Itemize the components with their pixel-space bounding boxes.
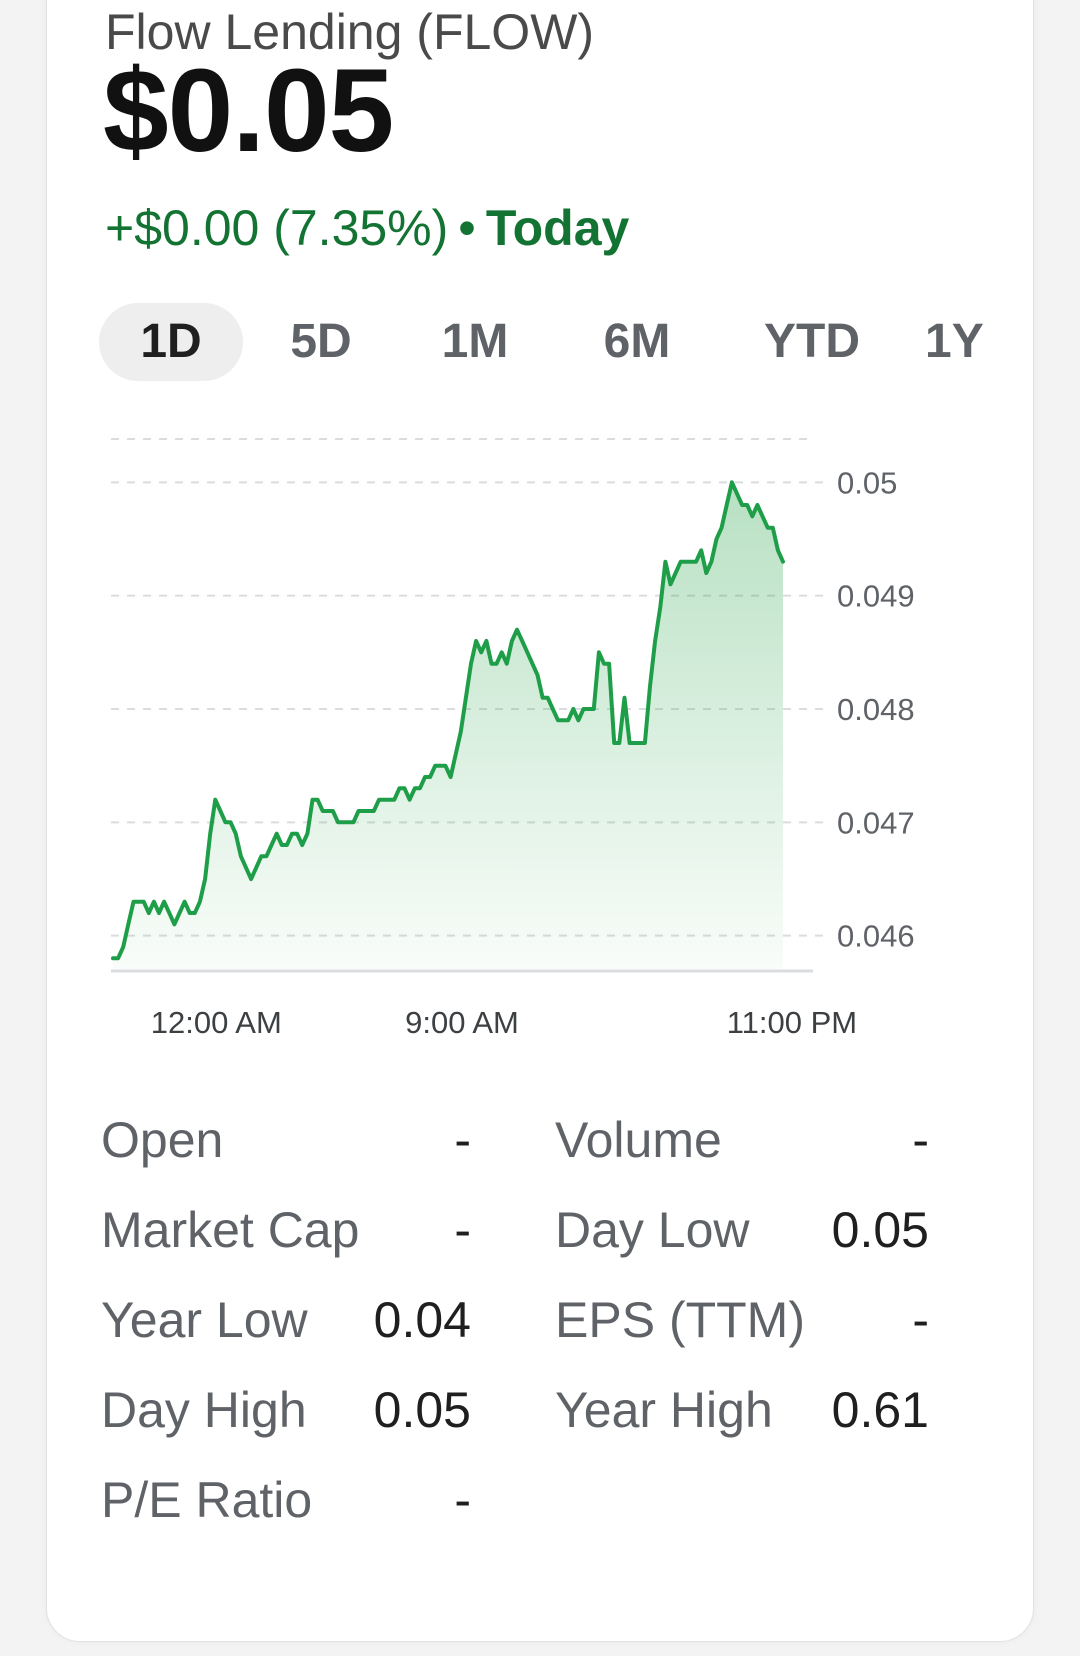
stat-year-high-value: 0.61 (831, 1382, 929, 1438)
chart-area-fill (113, 482, 783, 969)
stat-year-high-label: Year High (555, 1382, 773, 1438)
stat-market-cap-value: - (454, 1202, 471, 1258)
change-period: Today (485, 200, 630, 256)
asset-title: Flow Lending (FLOW) (105, 4, 595, 60)
stat-pe-ratio-value: - (454, 1472, 471, 1528)
stat-year-low-label: Year Low (101, 1292, 308, 1348)
stat-day-low-label: Day Low (555, 1202, 750, 1258)
tab-1d[interactable]: 1D (99, 303, 243, 381)
x-tick-label: 9:00 AM (405, 1005, 519, 1040)
range-tabs: 1D 5D 1M 6M YTD 1Y (47, 303, 1033, 383)
stat-volume-value: - (912, 1112, 929, 1168)
stat-open-value: - (454, 1112, 471, 1168)
stat-year-low-value: 0.04 (373, 1292, 471, 1348)
tab-5d[interactable]: 5D (290, 315, 352, 368)
stat-pe-ratio-label: P/E Ratio (101, 1472, 313, 1528)
stat-market-cap-label: Market Cap (101, 1202, 360, 1258)
stat-open-label: Open (101, 1112, 224, 1168)
price-chart[interactable]: 0.05 0.049 0.048 0.047 0.046 12:00 AM 9:00 AM… (47, 0, 1033, 1081)
change-value: +$0.00 (7.35%) (105, 200, 449, 256)
price-change: +$0.00 (7.35%) • Today (105, 199, 629, 257)
tab-6m[interactable]: 6M (603, 315, 671, 368)
y-tick-label: 0.049 (837, 579, 915, 614)
stat-day-high-value: 0.05 (373, 1382, 471, 1438)
tab-1m[interactable]: 1M (441, 315, 509, 368)
y-tick-label: 0.048 (837, 692, 915, 727)
y-tick-label: 0.047 (837, 805, 915, 840)
stat-volume-label: Volume (555, 1112, 722, 1168)
stat-day-high-label: Day High (101, 1382, 307, 1438)
stat-day-low-value: 0.05 (831, 1202, 929, 1258)
y-axis-ticks: 0.05 0.049 0.048 0.047 0.046 (837, 465, 915, 953)
tab-1y[interactable]: 1Y (925, 315, 984, 368)
change-separator: • (458, 200, 476, 256)
chart-price-line (111, 480, 785, 961)
x-tick-label: 11:00 PM (727, 1005, 857, 1040)
current-price: $0.05 (103, 45, 394, 177)
x-axis-ticks: 12:00 AM 9:00 AM 11:00 PM (151, 1005, 857, 1040)
x-tick-label: 12:00 AM (151, 1005, 282, 1040)
stock-card: Flow Lending (FLOW) $0.05 +$0.00 (7.35%)… (46, 0, 1034, 1642)
tab-ytd[interactable]: YTD (764, 315, 860, 368)
stat-eps-value: - (912, 1292, 929, 1348)
stat-eps-label: EPS (TTM) (555, 1292, 805, 1348)
y-tick-label: 0.05 (837, 465, 897, 500)
y-tick-label: 0.046 (837, 919, 915, 954)
